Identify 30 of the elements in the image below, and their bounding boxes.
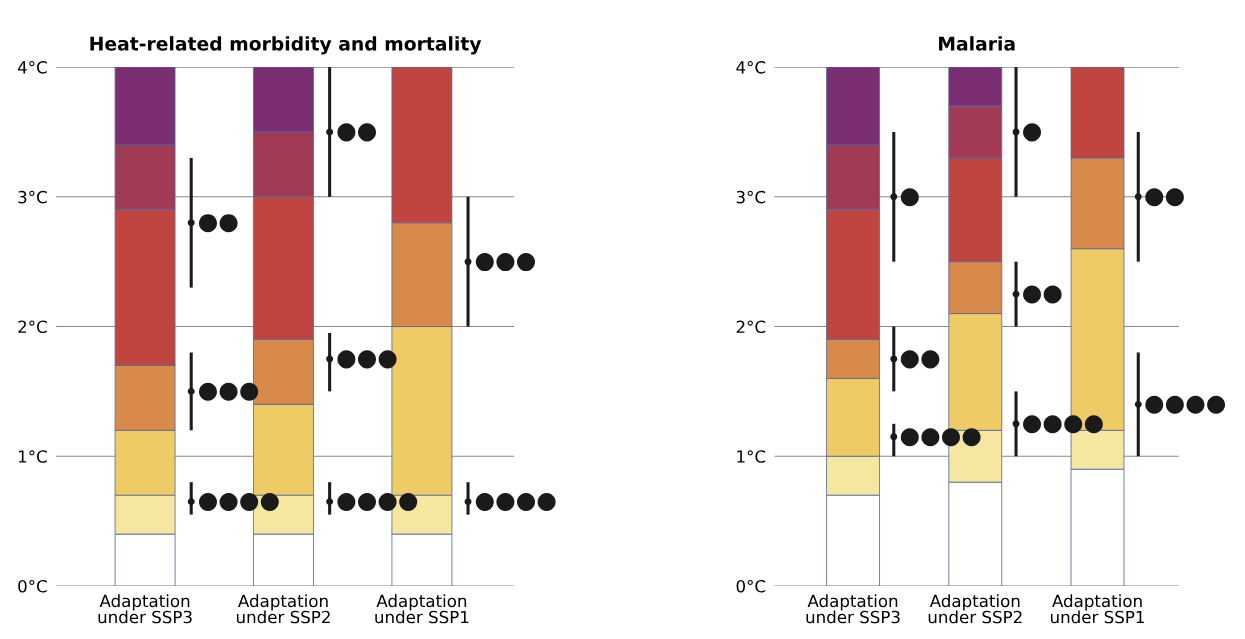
data-label: ●●●●: [900, 428, 981, 447]
y-tick-label: 1°C: [737, 450, 766, 463]
data-label: ●●: [900, 350, 940, 369]
data-label: ●●: [337, 123, 376, 142]
data-label: ●●●●: [337, 493, 418, 512]
y-tick-label: 4°C: [17, 61, 47, 74]
x-tick-label: Adaptation under SSP1: [1050, 594, 1144, 624]
y-tick-label: 1°C: [18, 450, 47, 463]
y-tick-label: 0°C: [736, 579, 766, 593]
chart-title: Malaria: [939, 36, 1015, 51]
x-tick-label: Adaptation under SSP1: [375, 594, 469, 624]
data-label: ●●●: [475, 253, 536, 272]
data-label: ●●: [1145, 188, 1184, 207]
data-label: ●: [1023, 123, 1042, 142]
data-label: ●●: [1023, 285, 1062, 304]
y-tick-label: 2°C: [736, 320, 766, 334]
x-tick-label: Adaptation under SSP3: [806, 594, 900, 624]
y-tick-label: 3°C: [18, 190, 47, 204]
y-tick-label: 4°C: [736, 61, 766, 74]
y-tick-label: 2°C: [18, 320, 47, 334]
data-label: ●●●●: [1145, 395, 1226, 414]
data-label: ●●: [198, 214, 238, 233]
data-label: ●●●●: [475, 493, 556, 512]
x-tick-label: Adaptation under SSP2: [928, 594, 1022, 624]
x-tick-label: Adaptation under SSP3: [98, 594, 192, 624]
chart-title: Heat-related morbidity and mortality: [90, 36, 482, 55]
data-label: ●: [900, 188, 919, 207]
y-tick-label: 3°C: [736, 190, 766, 204]
y-tick-label: 0°C: [18, 579, 47, 593]
x-tick-label: Adaptation under SSP2: [236, 594, 330, 624]
